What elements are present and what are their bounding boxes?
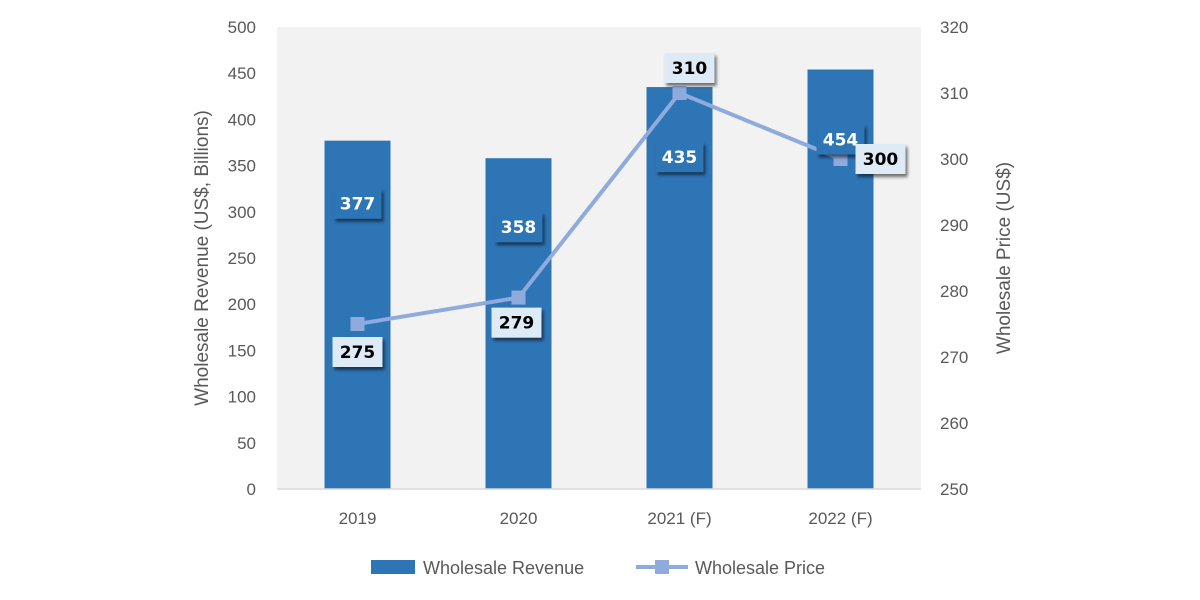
price-label-box bbox=[332, 337, 383, 367]
line-layer bbox=[350, 86, 848, 331]
price-label-box bbox=[491, 307, 542, 338]
left-tick-label: 0 bbox=[247, 480, 256, 499]
left-tick-label: 250 bbox=[228, 249, 256, 268]
price-marker bbox=[511, 290, 526, 305]
revenue-data-label: 454 bbox=[823, 131, 859, 151]
right-tick-label: 260 bbox=[940, 414, 968, 433]
left-tick-label: 400 bbox=[228, 110, 256, 129]
revenue-label-box bbox=[333, 188, 382, 219]
right-tick-label: 320 bbox=[940, 18, 968, 37]
left-tick-label: 450 bbox=[228, 64, 256, 83]
revenue-label-box bbox=[494, 212, 543, 243]
legend: Wholesale Revenue Wholesale Price bbox=[371, 558, 825, 578]
x-tick-label: 2021 (F) bbox=[647, 509, 711, 528]
labels-layer: 377 358 435 454 275 279 310 300 bbox=[332, 53, 906, 367]
price-marker bbox=[833, 152, 848, 166]
x-axis-ticks: 2019 2020 2021 (F) 2022 (F) bbox=[339, 509, 873, 528]
revenue-data-label: 358 bbox=[501, 218, 537, 238]
left-axis-title: Wholesale Revenue (US$, Billions) bbox=[192, 110, 213, 406]
legend-swatch-revenue bbox=[371, 560, 415, 574]
right-axis-ticks: 250 260 270 280 290 300 310 320 bbox=[940, 18, 968, 499]
left-tick-label: 100 bbox=[228, 388, 256, 407]
price-line bbox=[357, 91, 842, 326]
left-tick-label: 300 bbox=[228, 203, 256, 222]
price-data-label: 275 bbox=[340, 343, 376, 363]
price-data-label: 300 bbox=[863, 150, 899, 170]
legend-swatch-price-marker bbox=[655, 560, 669, 574]
x-tick-label: 2022 (F) bbox=[808, 509, 872, 528]
right-tick-label: 270 bbox=[940, 348, 968, 367]
price-label-box bbox=[664, 53, 715, 83]
right-tick-label: 290 bbox=[940, 216, 968, 235]
left-tick-label: 150 bbox=[228, 341, 256, 360]
revenue-data-label: 377 bbox=[340, 195, 376, 215]
right-tick-label: 280 bbox=[940, 282, 968, 301]
right-axis-title: Wholesale Price (US$) bbox=[994, 162, 1015, 354]
legend-label-price: Wholesale Price bbox=[695, 558, 825, 578]
price-marker bbox=[672, 86, 687, 100]
right-tick-label: 250 bbox=[940, 480, 968, 499]
legend-label-revenue: Wholesale Revenue bbox=[423, 558, 584, 578]
price-label-box bbox=[855, 144, 906, 174]
left-tick-label: 500 bbox=[228, 18, 256, 37]
revenue-label-box bbox=[655, 142, 704, 173]
price-data-label: 279 bbox=[499, 314, 535, 334]
left-tick-label: 350 bbox=[228, 157, 256, 176]
price-marker bbox=[350, 317, 365, 331]
right-tick-label: 310 bbox=[940, 84, 968, 103]
x-tick-label: 2019 bbox=[339, 509, 377, 528]
price-data-label: 310 bbox=[672, 59, 708, 79]
left-axis-ticks: 0 50 100 150 200 250 300 350 400 450 500 bbox=[228, 18, 256, 499]
x-tick-label: 2020 bbox=[500, 509, 538, 528]
right-tick-label: 300 bbox=[940, 150, 968, 169]
left-tick-label: 200 bbox=[228, 295, 256, 314]
left-tick-label: 50 bbox=[237, 434, 256, 453]
revenue-data-label: 435 bbox=[662, 148, 698, 168]
